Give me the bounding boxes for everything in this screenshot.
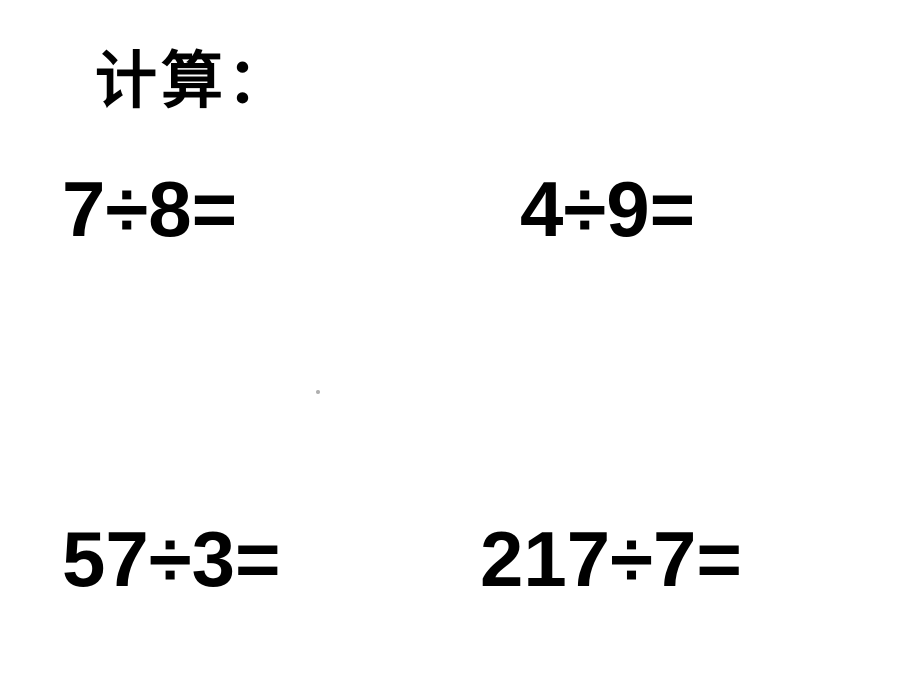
worksheet-page: 计算： 7÷8= 4÷9= 57÷3= 217÷7= [0, 0, 920, 690]
equation-3: 57÷3= [62, 520, 281, 598]
equation-4: 217÷7= [480, 520, 742, 598]
equation-1: 7÷8= [62, 170, 237, 248]
center-marker-dot [316, 390, 320, 394]
worksheet-title: 计算： [95, 30, 293, 120]
equation-2: 4÷9= [520, 170, 695, 248]
